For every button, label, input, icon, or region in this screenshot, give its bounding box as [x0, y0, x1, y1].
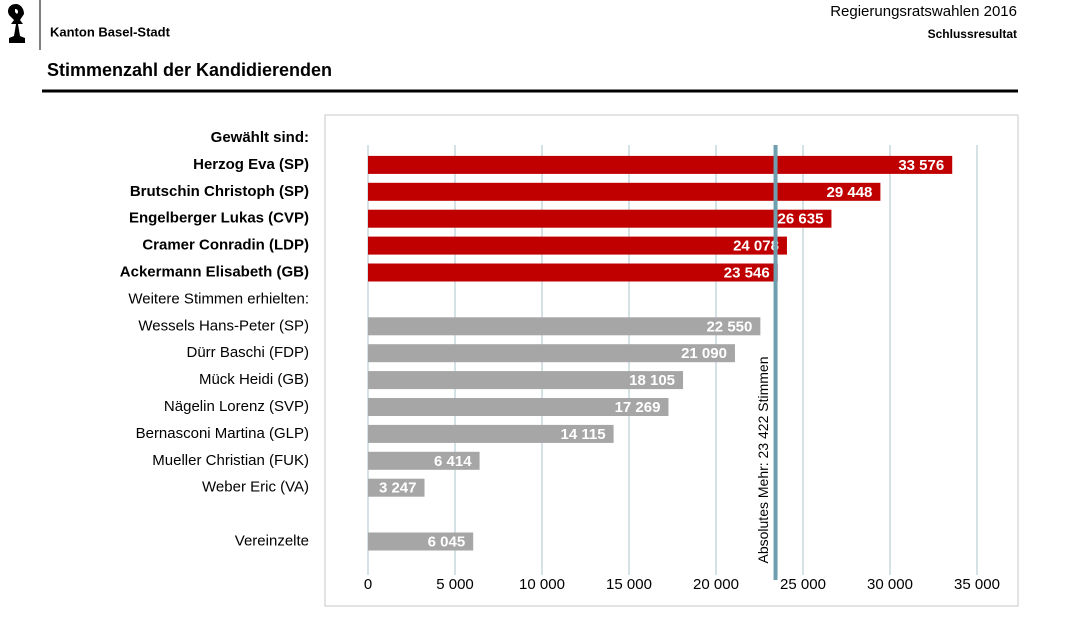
category-label: Ackermann Elisabeth (GB) [120, 263, 309, 280]
category-label: Dürr Baschi (FDP) [186, 344, 309, 361]
category-label: Vereinzelte [235, 532, 309, 549]
x-tick-label: 20 000 [693, 576, 739, 593]
category-label: Nägelin Lorenz (SVP) [164, 398, 309, 415]
election-name: Regierungsratswahlen 2016 [830, 3, 1017, 20]
bar [368, 317, 761, 336]
value-label: 14 115 [561, 426, 606, 443]
value-label: 3 247 [379, 480, 417, 497]
bar [368, 371, 684, 390]
x-tick-label: 35 000 [954, 576, 1000, 593]
x-tick-label: 0 [364, 576, 372, 593]
category-label: Gewählt sind: [211, 129, 309, 146]
bar [368, 236, 787, 255]
x-tick-label: 15 000 [606, 576, 652, 593]
bar [368, 532, 474, 551]
chart-frame [324, 114, 1019, 607]
logo [8, 4, 25, 43]
value-label: 26 635 [778, 211, 824, 228]
category-label: Bernasconi Martina (GLP) [136, 425, 309, 442]
category-label: Weber Eric (VA) [202, 479, 309, 496]
category-label: Brutschin Christoph (SP) [130, 183, 309, 200]
category-label: Mück Heidi (GB) [199, 371, 309, 388]
reference-label: Absolutes Mehr: 23 422 Stimmen [755, 357, 771, 564]
value-label: 23 546 [724, 264, 770, 281]
bar [368, 478, 425, 497]
bar [368, 182, 881, 201]
bar [368, 209, 832, 228]
status: Schlussresultat [928, 27, 1017, 41]
value-label: 21 090 [681, 345, 727, 362]
value-label: 24 078 [733, 238, 779, 255]
x-tick-label: 5 000 [436, 576, 474, 593]
bar [368, 263, 778, 282]
org-name: Kanton Basel-Stadt [50, 24, 171, 39]
bar [368, 398, 669, 416]
category-label: Wessels Hans-Peter (SP) [138, 317, 309, 334]
value-label: 17 269 [615, 399, 661, 416]
x-tick-label: 10 000 [519, 576, 565, 593]
value-label: 22 550 [706, 318, 752, 335]
category-label: Herzog Eva (SP) [193, 156, 309, 173]
bar [368, 155, 953, 174]
value-label: 18 105 [629, 372, 675, 389]
bar [368, 451, 480, 470]
category-label: Engelberger Lukas (CVP) [129, 210, 309, 227]
category-label: Weitere Stimmen erhielten: [128, 290, 309, 307]
category-label: Cramer Conradin (LDP) [142, 237, 309, 254]
value-label: 6 414 [434, 453, 472, 470]
value-label: 6 045 [428, 533, 466, 550]
bar [368, 344, 735, 363]
x-tick-label: 25 000 [780, 576, 826, 593]
bar [368, 424, 614, 443]
value-label: 33 576 [898, 157, 944, 174]
x-tick-label: 30 000 [867, 576, 913, 593]
chart-title: Stimmenzahl der Kandidierenden [47, 60, 332, 80]
value-label: 29 448 [827, 184, 873, 201]
category-label: Mueller Christian (FUK) [152, 452, 309, 469]
